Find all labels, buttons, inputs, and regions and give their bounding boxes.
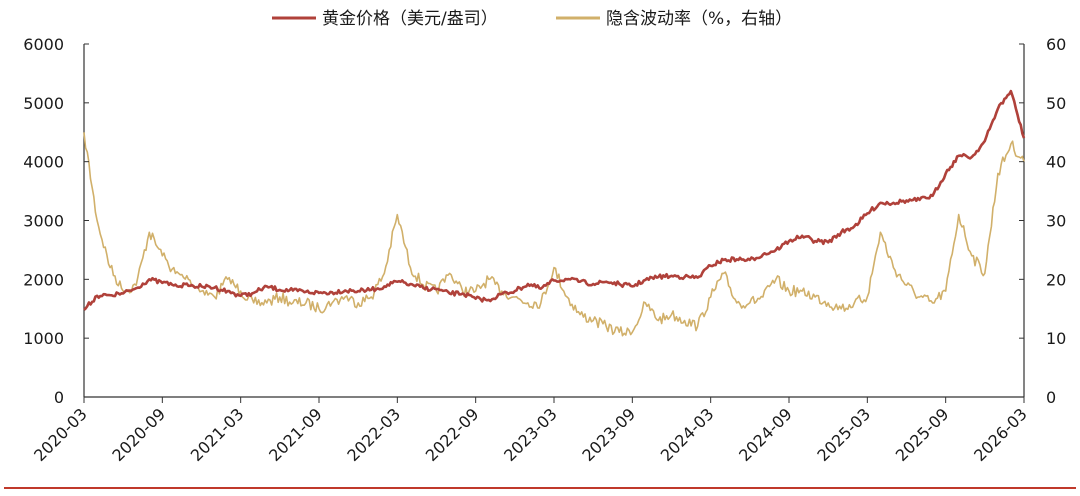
x-tick-label: 2021-09 <box>265 404 326 465</box>
series-line-gold-price <box>83 89 1026 311</box>
x-tick-label: 2025-09 <box>892 404 953 465</box>
legend-label-implied-volatility: 隐含波动率（%，右轴） <box>606 9 792 29</box>
x-tick-label: 2025-03 <box>813 404 874 465</box>
left-y-tick-label: 6000 <box>23 35 64 54</box>
x-tick-label: 2021-03 <box>187 404 248 465</box>
x-tick-label: 2022-03 <box>343 404 404 465</box>
legend: 黄金价格（美元/盎司） 隐含波动率（%，右轴） <box>272 9 792 29</box>
right-y-tick-label: 60 <box>1046 35 1066 54</box>
x-tick-label: 2023-09 <box>578 404 639 465</box>
legend-label-gold-price: 黄金价格（美元/盎司） <box>322 9 498 29</box>
series-line-implied-volatility <box>83 132 1025 337</box>
right-y-tick-label: 10 <box>1046 329 1066 348</box>
left-y-tick-label: 1000 <box>23 329 64 348</box>
right-y-tick-label: 50 <box>1046 94 1066 113</box>
x-tick-label: 2020-09 <box>108 404 169 465</box>
x-tick-label: 2022-09 <box>422 404 483 465</box>
series-layer <box>83 89 1026 337</box>
x-tick-label: 2020-03 <box>30 404 91 465</box>
x-tick-label: 2024-09 <box>735 404 796 465</box>
x-tick-label: 2023-03 <box>500 404 561 465</box>
left-y-tick-label: 3000 <box>23 212 64 231</box>
left-y-tick-label: 5000 <box>23 94 64 113</box>
x-tick-label: 2024-03 <box>657 404 718 465</box>
left-y-tick-label: 4000 <box>23 153 64 172</box>
left-y-tick-label: 2000 <box>23 270 64 289</box>
tick-layer: 0 1000 2000 3000 4000 5000 6000 0 10 20 30 40 50 60 20… <box>23 35 1066 465</box>
right-y-tick-label: 20 <box>1046 270 1066 289</box>
right-y-tick-label: 0 <box>1046 388 1056 407</box>
right-y-tick-label: 40 <box>1046 153 1066 172</box>
x-tick-label: 2026-03 <box>970 404 1031 465</box>
left-y-tick-label: 0 <box>54 388 64 407</box>
axes <box>83 44 1025 398</box>
right-y-tick-label: 30 <box>1046 212 1066 231</box>
